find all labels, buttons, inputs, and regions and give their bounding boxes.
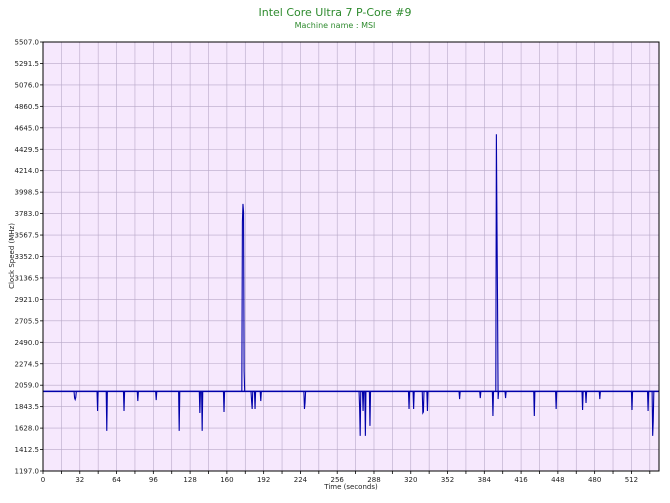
x-tick-label: 480 [588,476,601,484]
x-tick-label: 512 [625,476,638,484]
chart-title: Intel Core Ultra 7 P-Core #9 [258,6,411,19]
chart-subtitle: Machine name : MSI [295,21,376,30]
x-tick-label: 256 [331,476,345,484]
x-tick-label: 192 [257,476,270,484]
y-tick-label: 3783.0 [15,210,40,218]
y-tick-label: 2921.0 [15,296,40,304]
series-line [43,134,659,436]
y-tick-label: 4645.0 [15,124,40,132]
y-tick-label: 5507.0 [15,39,40,47]
y-tick-label: 3998.5 [15,189,40,197]
y-tick-label: 5291.5 [15,60,40,68]
y-tick-label: 1843.5 [15,403,40,411]
y-tick-label: 3136.5 [15,274,40,282]
y-axis-label: Clock Speed (MHz) [8,223,16,289]
x-tick-label: 352 [441,476,454,484]
y-tick-label: 1197.0 [15,468,40,476]
x-tick-label: 448 [551,476,564,484]
y-tick-label: 2705.5 [15,317,40,325]
x-axis-label: Time (seconds) [323,483,378,491]
y-tick-label: 4860.5 [15,103,40,111]
x-axis: 0 32 64 96 128 160 192 224 256 288 320 352 384 416 448… [41,471,651,484]
x-tick-label: 384 [478,476,492,484]
x-tick-label: 0 [41,476,45,484]
y-tick-label: 5076.0 [15,81,40,89]
x-tick-label: 416 [514,476,528,484]
y-axis: 1197.0 1412.5 1628.0 1843.5 2059.0 2274.5 2490… [15,39,43,476]
y-tick-label: 2490.0 [15,339,40,347]
y-tick-label: 3567.5 [15,232,40,240]
x-tick-label: 64 [112,476,121,484]
x-tick-label: 320 [404,476,417,484]
x-tick-label: 32 [75,476,84,484]
x-tick-label: 128 [183,476,196,484]
y-tick-label: 4214.0 [15,167,40,175]
series-group [43,134,659,436]
x-tick-label: 160 [220,476,233,484]
grid [43,42,659,471]
x-tick-label: 224 [294,476,308,484]
y-tick-label: 1412.5 [15,446,40,454]
y-tick-label: 4429.5 [15,146,40,154]
x-tick-label: 288 [367,476,380,484]
y-tick-label: 2059.0 [15,382,40,390]
y-tick-label: 3352.0 [15,253,40,261]
y-tick-label: 2274.5 [15,360,40,368]
x-tick-label: 96 [149,476,158,484]
y-tick-label: 1628.0 [15,425,40,433]
